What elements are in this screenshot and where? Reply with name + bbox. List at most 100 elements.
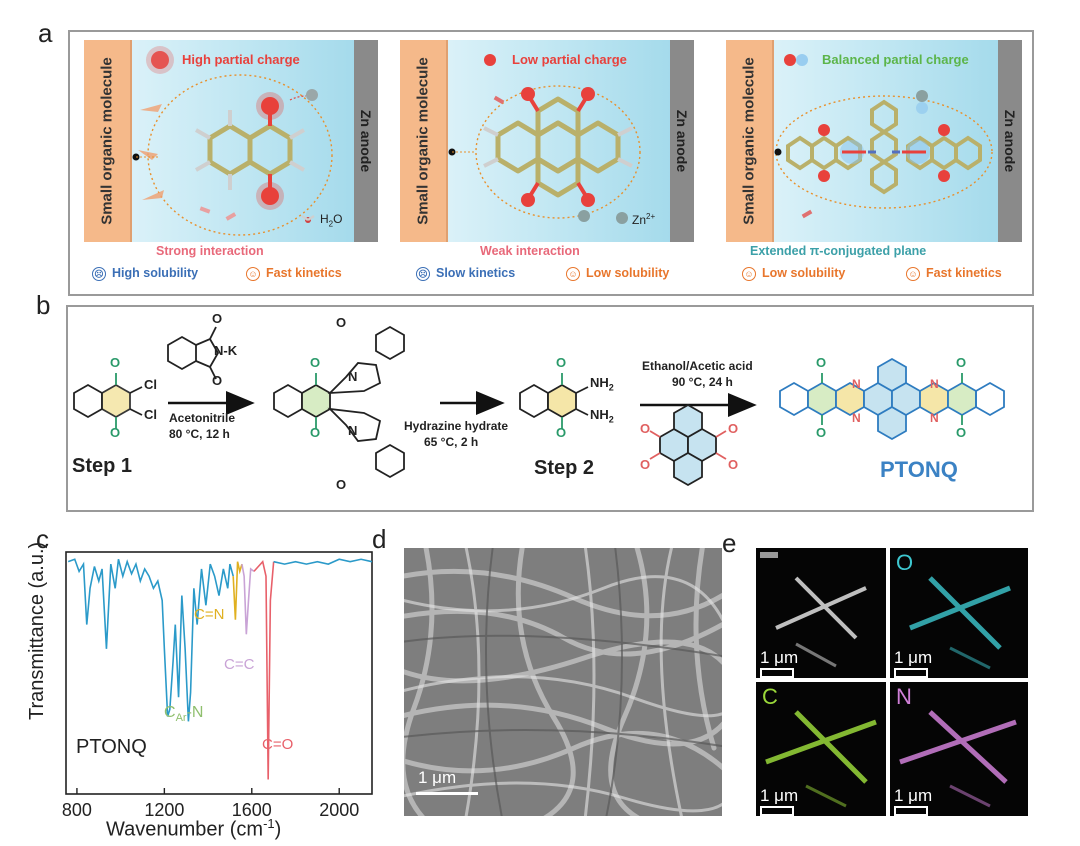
sad-face-icon: ☹	[92, 267, 106, 281]
scale-bar-label: 1 μm	[894, 648, 933, 667]
atom-o: O	[212, 311, 223, 326]
pro-right: ☺ Low solubility	[566, 266, 669, 281]
pro-left: ☹ High solubility	[92, 266, 198, 281]
scale-bar-label: 1 μm	[760, 786, 799, 805]
zn-anode-layer: Zn anode	[670, 40, 694, 242]
condition-temp-2: 65 °C, 2 h	[424, 435, 479, 449]
atom-cl: Cl	[144, 407, 157, 422]
synthesis-scheme-drawing	[73, 325, 1005, 487]
scale-bar-label: 1 μm	[760, 648, 799, 667]
pro-right: ☺ Fast kinetics	[246, 266, 342, 281]
chart-legend-ptonq: PTONQ	[76, 736, 147, 758]
interaction-label: Extended π-conjugated plane	[750, 244, 927, 258]
happy-face-icon: ☺	[906, 267, 920, 281]
charge-label: High partial charge	[182, 52, 300, 67]
amine-label: NH2	[590, 375, 614, 393]
atom-o: O	[956, 425, 967, 440]
series-line-3	[253, 559, 275, 780]
subpanel-balanced-charge: Small organic molecule Zn anode Balanced…	[726, 40, 1022, 242]
element-label-n: N	[896, 684, 912, 709]
sem-fibers	[404, 548, 722, 816]
scale-bar	[894, 668, 928, 678]
pyrene-tetraone-molecule	[448, 54, 641, 224]
atom-o: O	[728, 421, 739, 436]
atom-o: O	[556, 425, 567, 440]
annotation-car-n: CAr-N	[164, 704, 204, 725]
atom-n: N	[348, 369, 358, 384]
scale-bar	[760, 806, 794, 816]
x-axis-label: Wavenumber (cm-1)	[106, 816, 282, 841]
atom-o: O	[556, 355, 567, 370]
ftir-chart: 800 1200 1600 2000	[62, 551, 373, 820]
organic-molecule-layer: Small organic molecule	[400, 40, 448, 242]
series-line-2	[241, 563, 255, 635]
series-line-0	[67, 558, 234, 722]
organic-molecule-layer: Small organic molecule	[726, 40, 774, 242]
panel-a: Small organic molecule Zn anode High par…	[68, 30, 1034, 296]
x-tick-label: 1600	[232, 800, 272, 820]
sem-image: 1 μm	[404, 548, 722, 816]
atom-o: O	[110, 355, 121, 370]
x-tick-label: 1200	[144, 800, 184, 820]
atom-o: O	[956, 355, 967, 370]
atom-n: N	[852, 377, 861, 391]
step-2-label: Step 2	[534, 457, 595, 479]
atom-o: O	[310, 425, 321, 440]
scale-bar	[894, 806, 928, 816]
ptonq-molecule	[774, 54, 993, 219]
amine-label: NH2	[590, 407, 614, 425]
atom-cl: Cl	[144, 377, 157, 392]
x-tick-label: 800	[62, 800, 92, 820]
subpanel-low-charge: Small organic molecule Zn anode Low part…	[400, 40, 694, 242]
panel-label-e: e	[722, 528, 737, 558]
eds-tile-nitrogen: N 1 μm	[890, 682, 1028, 816]
organic-molecule-label: Small organic molecule	[414, 57, 432, 225]
panel-label-c: c	[36, 524, 49, 554]
annotation-c-n: C=N	[194, 606, 225, 623]
annotation-c-o: C=O	[262, 736, 294, 753]
pro-left: ☹ Slow kinetics	[416, 266, 515, 281]
element-label-o: O	[896, 550, 914, 575]
scale-bar	[760, 668, 794, 678]
happy-face-icon: ☺	[742, 267, 756, 281]
atom-o: O	[728, 457, 739, 472]
scale-bar	[416, 792, 478, 795]
atom-o: O	[336, 315, 347, 330]
condition-temp-3: 90 °C, 24 h	[672, 375, 733, 389]
scale-bar-label: 1 μm	[418, 768, 457, 787]
atom-n: N	[852, 411, 861, 425]
organic-molecule-layer: Small organic molecule	[84, 40, 132, 242]
naphthoquinone-molecule	[132, 46, 333, 236]
annotation-c-c: C=C	[224, 656, 255, 673]
panel-b-synthesis-scheme: O O Cl Cl O N-K O Acetonitrile 80 °C, 12…	[66, 305, 1034, 512]
series-line-4	[273, 558, 373, 565]
atom-n: N	[348, 423, 358, 438]
series-line-1	[232, 561, 243, 620]
zn-anode-layer: Zn anode	[998, 40, 1022, 242]
atom-o: O	[110, 425, 121, 440]
condition-temp-1: 80 °C, 12 h	[169, 427, 230, 441]
scale-bar-label: 1 μm	[894, 786, 933, 805]
atom-o: O	[816, 425, 827, 440]
condition-reagent-2: Hydrazine hydrate	[404, 419, 509, 433]
y-axis-label: Transmittance (a.u.)	[26, 541, 48, 720]
pro-left: ☺ Low solubility	[742, 266, 845, 281]
panel-label-d: d	[372, 524, 387, 554]
pro-right: ☺ Fast kinetics	[906, 266, 1002, 281]
organic-molecule-label: Small organic molecule	[98, 57, 116, 225]
atom-o: O	[310, 355, 321, 370]
interaction-label: Strong interaction	[156, 244, 264, 258]
eds-tile-oxygen: O 1 μm	[890, 548, 1028, 678]
atom-o: O	[640, 457, 651, 472]
atom-n: N	[930, 377, 939, 391]
n-k-label: N-K	[214, 343, 238, 358]
panel-label-b: b	[36, 290, 51, 320]
happy-face-icon: ☺	[246, 267, 260, 281]
atom-o: O	[336, 477, 347, 492]
organic-molecule-label: Small organic molecule	[740, 57, 758, 225]
interaction-label: Weak interaction	[480, 244, 580, 258]
eds-tile-sem: 1 μm	[756, 548, 886, 678]
atom-o: O	[640, 421, 651, 436]
zn-anode-label: Zn anode	[674, 109, 690, 173]
subpanel-high-charge: Small organic molecule Zn anode High par…	[84, 40, 378, 242]
